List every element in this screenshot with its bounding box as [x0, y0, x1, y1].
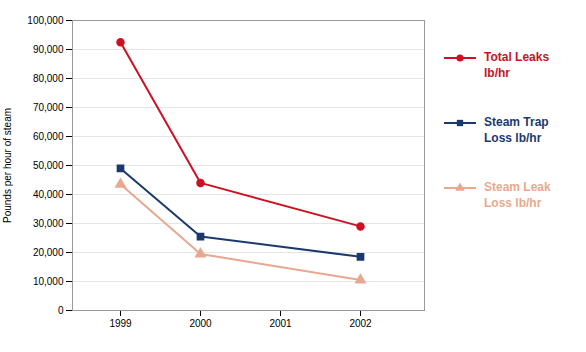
svg-text:70,000: 70,000: [33, 102, 64, 113]
svg-text:2000: 2000: [189, 318, 212, 329]
svg-text:90,000: 90,000: [33, 44, 64, 55]
svg-text:80,000: 80,000: [33, 73, 64, 84]
svg-text:100,000: 100,000: [27, 15, 64, 26]
svg-text:20,000: 20,000: [33, 247, 64, 258]
svg-text:2001: 2001: [269, 318, 292, 329]
svg-text:0: 0: [58, 305, 64, 316]
svg-text:60,000: 60,000: [33, 131, 64, 142]
html-text:Total Leaks lb/hr: Total Leaks lb/hr: [484, 50, 550, 80]
svg-text:Pounds per hour of steam: Pounds per hour of steam: [2, 108, 13, 223]
svg-text:2002: 2002: [349, 318, 372, 329]
svg-text:30,000: 30,000: [33, 218, 64, 229]
html-text:Steam Leak Loss lb/hr: Steam Leak Loss lb/hr: [484, 180, 551, 210]
svg-text:10,000: 10,000: [33, 276, 64, 287]
html-text:Steam Trap Loss lb/hr: Steam Trap Loss lb/hr: [484, 115, 549, 145]
svg-text:50,000: 50,000: [33, 160, 64, 171]
svg-text:40,000: 40,000: [33, 189, 64, 200]
svg-text:1999: 1999: [109, 318, 132, 329]
